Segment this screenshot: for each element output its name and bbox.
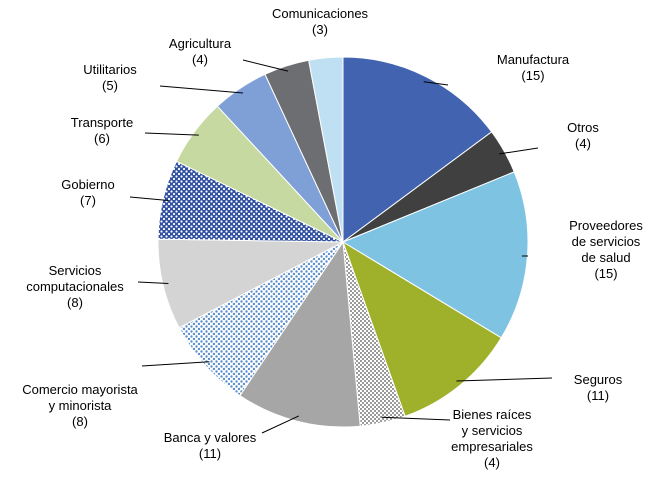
slice-label: Seguros (11) xyxy=(574,372,622,404)
leader-line xyxy=(242,59,289,72)
category-label: Utilitarios xyxy=(83,62,137,77)
slice-label: Transporte (6) xyxy=(71,115,133,147)
slice-label: Utilitarios (5) xyxy=(83,62,136,94)
pie-slice xyxy=(239,240,361,428)
leader-line xyxy=(423,81,449,86)
value-label: (4) xyxy=(484,455,500,470)
slice-label: Comunicaciones (3) xyxy=(272,6,368,38)
category-label: Agricultura xyxy=(168,36,232,51)
category-label: Bienes raíces y servicios empresariales xyxy=(451,407,533,454)
value-label: (11) xyxy=(198,446,222,461)
leader-line xyxy=(381,416,451,421)
value-label: (5) xyxy=(102,78,118,93)
category-label: Seguros xyxy=(573,372,623,387)
slice-label: Proveedores de servicios de salud (15) xyxy=(569,218,643,282)
leader-line xyxy=(456,377,553,382)
category-label: Proveedores de servicios de salud xyxy=(569,218,643,265)
value-label: (3) xyxy=(312,22,328,37)
category-label: Banca y valores xyxy=(163,430,257,445)
slice-label: Comercio mayorista y minorista (8) xyxy=(22,382,138,430)
leader-line xyxy=(144,132,199,136)
category-label: Transporte xyxy=(70,115,134,130)
value-label: (8) xyxy=(72,414,88,429)
slice-label: Gobierno (7) xyxy=(61,177,114,209)
category-label: Comercio mayorista y minorista xyxy=(22,382,138,413)
category-label: Servicios computacionales xyxy=(26,263,124,294)
leader-line xyxy=(159,85,244,94)
leader-line xyxy=(141,361,210,367)
category-label: Gobierno xyxy=(61,177,115,192)
category-label: Manufactura xyxy=(496,52,570,67)
category-label: Otros xyxy=(567,120,599,135)
slice-label: Agricultura (4) xyxy=(169,36,231,68)
slice-label: Banca y valores (11) xyxy=(164,430,257,462)
value-label: (7) xyxy=(80,193,96,208)
leader-line xyxy=(499,147,539,155)
value-label: (4) xyxy=(192,52,208,67)
pie-slice xyxy=(157,238,344,329)
slice-label: Bienes raíces y servicios empresariales(… xyxy=(451,407,533,471)
value-label: (11) xyxy=(586,388,610,403)
slice-label: Otros (4) xyxy=(567,120,599,152)
value-label: (6) xyxy=(94,131,110,146)
leader-line xyxy=(137,281,169,284)
value-label: (4) xyxy=(575,136,591,151)
value-label: (15) xyxy=(521,68,545,83)
pie-slice xyxy=(178,241,344,397)
category-label: Comunicaciones xyxy=(271,6,369,21)
value-label: (8) xyxy=(67,295,83,310)
slice-label: Servicios computacionales (8) xyxy=(26,263,124,311)
pie-slice xyxy=(342,56,493,243)
slice-label: Manufactura (15) xyxy=(497,52,569,84)
pie-slice xyxy=(308,56,344,243)
value-label: (15) xyxy=(594,266,618,281)
leader-line xyxy=(129,196,169,202)
leader-line xyxy=(261,415,300,434)
pie-slice xyxy=(342,240,502,417)
